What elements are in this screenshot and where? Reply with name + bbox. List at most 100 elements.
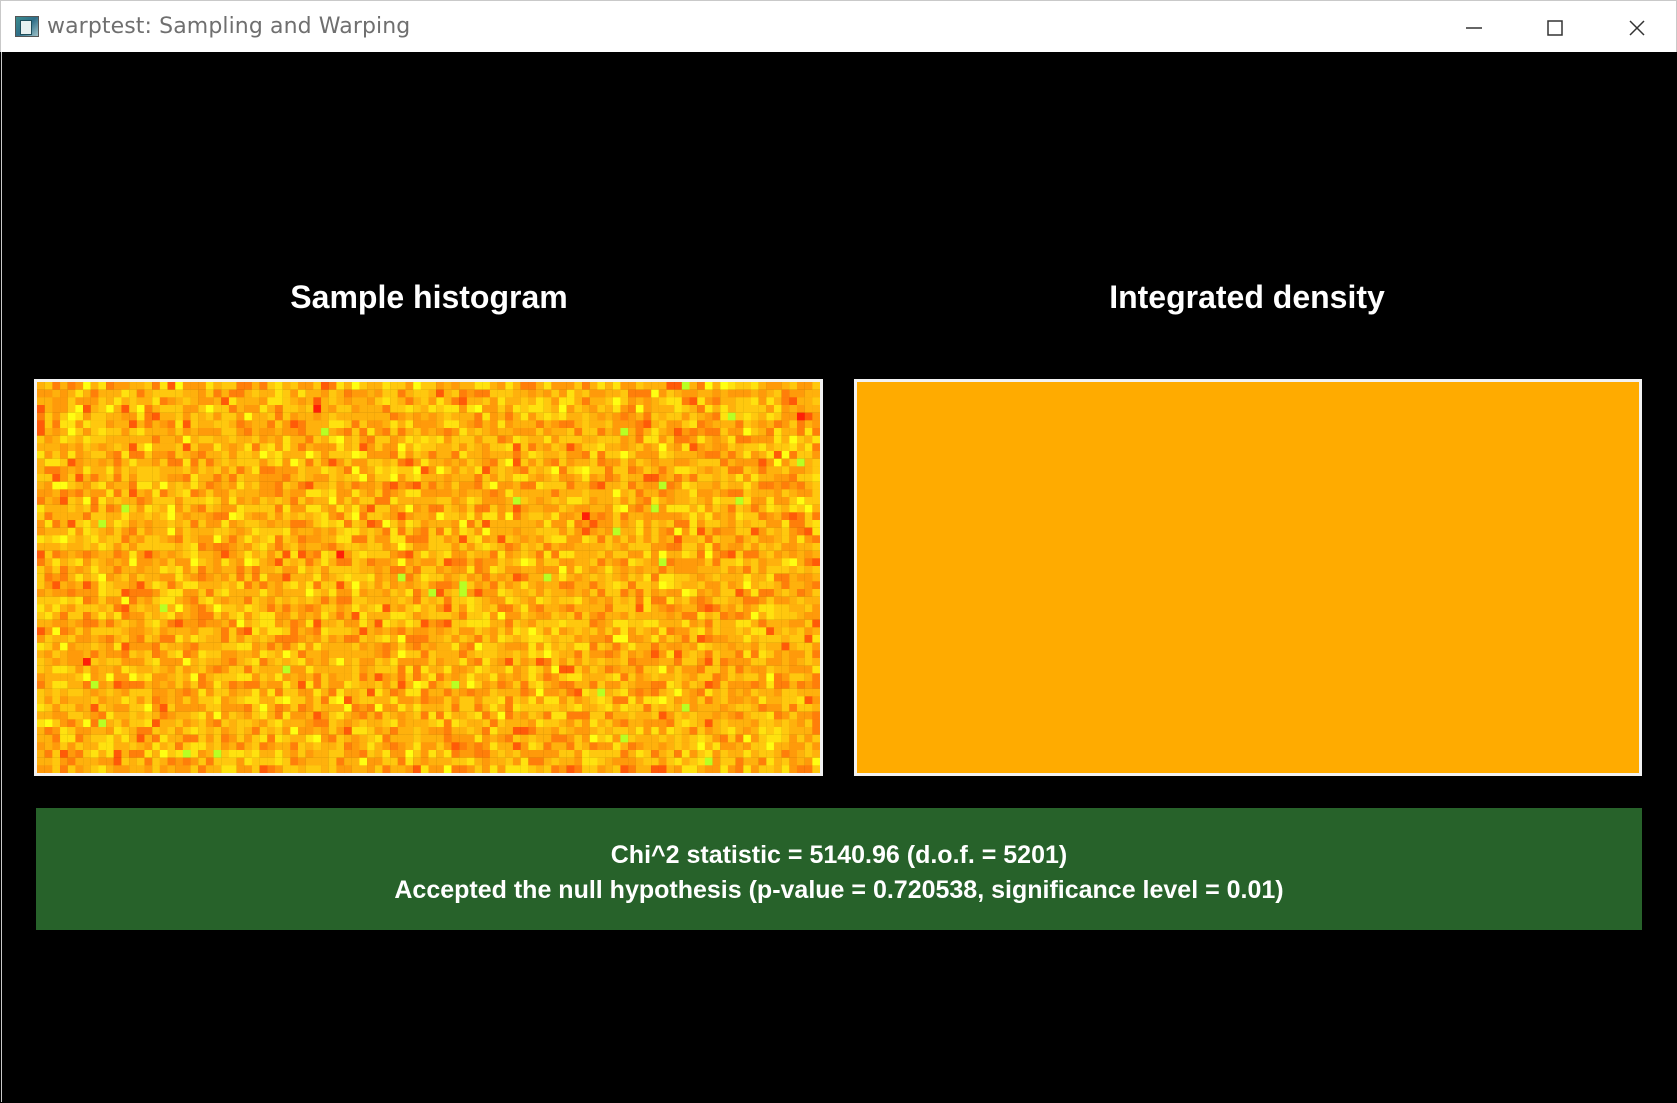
histogram-cell [121, 581, 130, 590]
histogram-cell [704, 527, 713, 536]
histogram-cell [344, 405, 352, 413]
histogram-cell [144, 550, 153, 559]
histogram-cell [274, 504, 283, 513]
title-bar[interactable]: warptest: Sampling and Warping [0, 0, 1677, 52]
histogram-cell [720, 535, 729, 544]
histogram-cell [474, 658, 483, 666]
histogram-cell [144, 489, 153, 498]
histogram-cell [551, 458, 560, 467]
histogram-cell [67, 435, 76, 444]
histogram-cell [167, 474, 176, 482]
histogram-cell [90, 497, 99, 505]
histogram-cell [90, 458, 99, 467]
histogram-cell [812, 589, 820, 597]
histogram-cell [336, 681, 345, 689]
histogram-cell [766, 389, 775, 398]
histogram-cell [727, 589, 736, 597]
histogram-cell [198, 635, 207, 643]
histogram-cell [175, 750, 184, 758]
histogram-cell [436, 750, 445, 758]
histogram-cell [697, 581, 706, 590]
histogram-cell [766, 619, 775, 628]
histogram-cell [528, 520, 537, 528]
histogram-cell [520, 704, 529, 712]
histogram-cell [535, 658, 544, 666]
histogram-cell [597, 681, 606, 689]
maximize-button[interactable] [1515, 1, 1595, 53]
histogram-cell [766, 596, 775, 605]
histogram-cell [428, 704, 437, 712]
histogram-cell [766, 535, 775, 544]
histogram-cell [305, 443, 314, 452]
histogram-cell [727, 581, 736, 590]
histogram-cell [674, 635, 682, 643]
histogram-cell [643, 405, 652, 413]
histogram-cell [674, 596, 682, 605]
histogram-cell [359, 604, 368, 613]
histogram-cell [712, 673, 721, 682]
histogram-cell [620, 619, 629, 628]
histogram-cell [144, 596, 153, 605]
histogram-cell [382, 474, 391, 482]
histogram-cell [459, 504, 468, 513]
histogram-cell [635, 742, 644, 751]
histogram-cell [528, 711, 537, 720]
histogram-cell [205, 750, 214, 758]
histogram-cell [796, 635, 805, 643]
histogram-cell [582, 435, 590, 444]
histogram-cell [321, 635, 329, 643]
histogram-cell [159, 420, 168, 429]
histogram-cell [681, 673, 690, 682]
histogram-cell [305, 612, 314, 620]
histogram-cell [643, 412, 652, 421]
histogram-cell [90, 535, 99, 544]
histogram-cell [482, 688, 491, 697]
histogram-cell [582, 527, 590, 536]
histogram-cell [52, 458, 61, 467]
histogram-cell [129, 681, 137, 689]
histogram-cell [228, 750, 237, 758]
histogram-cell [182, 566, 191, 574]
histogram-cell [528, 389, 537, 398]
histogram-cell [37, 497, 45, 505]
histogram-cell [789, 711, 798, 720]
close-button[interactable] [1597, 1, 1677, 53]
histogram-cell [221, 489, 230, 498]
histogram-cell [420, 612, 429, 620]
histogram-cell [750, 412, 759, 421]
histogram-cell [635, 558, 644, 567]
histogram-cell [704, 382, 713, 390]
histogram-cell [520, 696, 529, 705]
histogram-cell [681, 389, 690, 398]
histogram-cell [113, 497, 122, 505]
histogram-cell [658, 627, 667, 636]
histogram-cell [344, 727, 352, 735]
histogram-cell [397, 727, 406, 735]
histogram-cell [144, 681, 153, 689]
histogram-cell [520, 612, 529, 620]
histogram-cell [83, 420, 91, 429]
histogram-cell [336, 589, 345, 597]
histogram-cell [336, 619, 345, 628]
histogram-cell [60, 543, 68, 551]
histogram-cell [451, 627, 460, 636]
histogram-cell [559, 673, 567, 682]
histogram-cell [420, 665, 429, 674]
histogram-cell [336, 489, 345, 498]
histogram-cell [428, 635, 437, 643]
minimize-button[interactable] [1434, 1, 1514, 53]
histogram-cell [712, 619, 721, 628]
histogram-cell [244, 512, 253, 521]
histogram-cell [344, 412, 352, 421]
histogram-cell [796, 573, 805, 582]
histogram-cell [643, 474, 652, 482]
histogram-cell [198, 573, 207, 582]
histogram-cell [489, 382, 498, 390]
histogram-cell [190, 489, 199, 498]
histogram-cell [474, 474, 483, 482]
histogram-cell [136, 573, 145, 582]
histogram-cell [474, 443, 483, 452]
histogram-cell [60, 512, 68, 521]
histogram-cell [597, 550, 606, 559]
histogram-cell [443, 543, 452, 551]
